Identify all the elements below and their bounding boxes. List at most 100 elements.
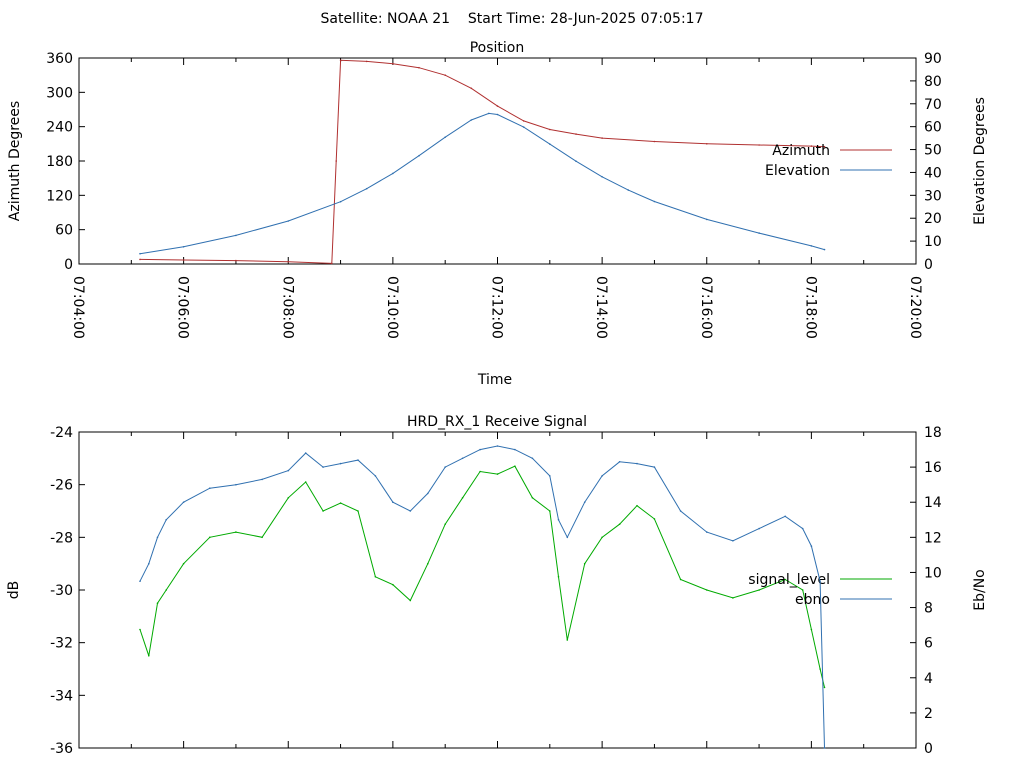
- data-point: [810, 545, 813, 547]
- x-tick-label: 07:10:00: [384, 276, 400, 339]
- plot-frame: [78, 431, 917, 749]
- y-tick-label: -28: [50, 530, 73, 546]
- data-point: [496, 445, 499, 447]
- data-point: [679, 510, 682, 512]
- data-point: [549, 510, 551, 512]
- data-point: [575, 133, 577, 135]
- data-point: [549, 143, 551, 145]
- y2-tick-label: 0: [924, 257, 933, 273]
- data-point: [287, 260, 290, 263]
- x-tick-label: 07:08:00: [279, 276, 295, 339]
- data-point: [392, 62, 394, 65]
- data-point: [706, 218, 708, 221]
- data-point: [339, 502, 342, 504]
- legend-label: Azimuth: [772, 143, 830, 159]
- data-point: [601, 176, 603, 178]
- data-point: [557, 576, 560, 578]
- y-tick-label: 180: [46, 154, 73, 170]
- data-point: [549, 475, 551, 477]
- data-point: [601, 475, 603, 477]
- data-point: [156, 536, 159, 539]
- data-point: [165, 519, 167, 521]
- y2-tick-label: 10: [924, 234, 942, 250]
- y2-tick-label: 6: [924, 636, 933, 652]
- data-point: [374, 475, 377, 477]
- data-point: [261, 478, 263, 481]
- data-point: [732, 597, 734, 599]
- data-point: [823, 686, 826, 689]
- series-line-elevation: [139, 112, 825, 255]
- data-point: [427, 492, 429, 495]
- data-point: [823, 145, 826, 148]
- data-point: [139, 580, 141, 582]
- data-point: [304, 452, 307, 454]
- data-point: [392, 583, 394, 586]
- y-tick-label: -36: [50, 741, 73, 757]
- position-xlabel: Time: [477, 372, 512, 388]
- data-point: [706, 143, 708, 145]
- signal-title: HRD_RX_1 Receive Signal: [407, 414, 587, 430]
- data-point: [392, 172, 394, 175]
- data-point: [514, 448, 516, 451]
- data-point: [514, 465, 516, 468]
- data-point: [418, 66, 420, 69]
- data-point: [679, 578, 682, 581]
- y-tick-label: -34: [50, 688, 73, 704]
- x-tick-label: 07:16:00: [698, 276, 714, 339]
- data-point: [357, 459, 359, 461]
- data-point: [470, 87, 473, 90]
- data-point: [653, 140, 656, 143]
- data-point: [139, 252, 141, 255]
- data-point: [209, 536, 211, 539]
- data-point: [392, 501, 394, 504]
- data-point: [409, 510, 412, 512]
- data-point: [549, 128, 551, 131]
- data-point: [322, 510, 324, 512]
- legend-label: signal_level: [748, 572, 830, 588]
- y-tick-label: 120: [46, 188, 73, 204]
- x-tick-label: 07:18:00: [802, 276, 818, 339]
- data-point: [470, 119, 473, 121]
- receive-signal-chart: HRD_RX_1 Receive Signal dB Eb/No -24 -26 -…: [6, 414, 988, 757]
- x-tick-label: 07:04:00: [70, 276, 86, 339]
- y2-tick-label: 30: [924, 188, 942, 204]
- series-line-ebno: [139, 445, 825, 749]
- series-line-azimuth: [139, 59, 825, 264]
- data-point: [801, 527, 804, 530]
- data-point: [148, 655, 150, 657]
- legend-label: ebno: [795, 592, 830, 608]
- data-point: [522, 126, 525, 128]
- data-point: [156, 602, 159, 604]
- position-ylabel: Azimuth Degrees: [7, 101, 23, 221]
- data-point: [819, 580, 821, 582]
- data-point: [287, 469, 290, 472]
- data-point: [335, 160, 338, 162]
- x-tick-label: 07:14:00: [593, 276, 609, 339]
- y2-tick-label: 18: [924, 425, 942, 441]
- data-point: [618, 461, 621, 463]
- data-point: [653, 466, 656, 468]
- data-point: [496, 473, 499, 475]
- data-point: [784, 515, 786, 518]
- y-tick-label: 0: [64, 257, 73, 273]
- data-point: [139, 628, 141, 631]
- data-point: [444, 466, 447, 468]
- data-point: [653, 200, 656, 203]
- figure-title: Satellite: NOAA 21 Start Time: 28-Jun-20…: [321, 11, 704, 27]
- y-tick-label: 60: [55, 223, 73, 239]
- data-point: [444, 136, 447, 138]
- data-point: [522, 120, 525, 122]
- y2-tick-label: 14: [924, 495, 942, 511]
- series-line-signal-level: [139, 465, 825, 688]
- y2-tick-label: 90: [924, 51, 942, 67]
- data-point: [823, 248, 826, 251]
- data-point: [557, 519, 560, 521]
- data-point: [182, 259, 185, 261]
- data-point: [531, 497, 534, 499]
- y-tick-label: 240: [46, 120, 73, 136]
- position-chart: Position Time Azimuth Degrees Elevation …: [7, 40, 988, 388]
- data-point: [627, 189, 630, 191]
- data-point: [139, 258, 141, 261]
- data-point: [784, 578, 786, 581]
